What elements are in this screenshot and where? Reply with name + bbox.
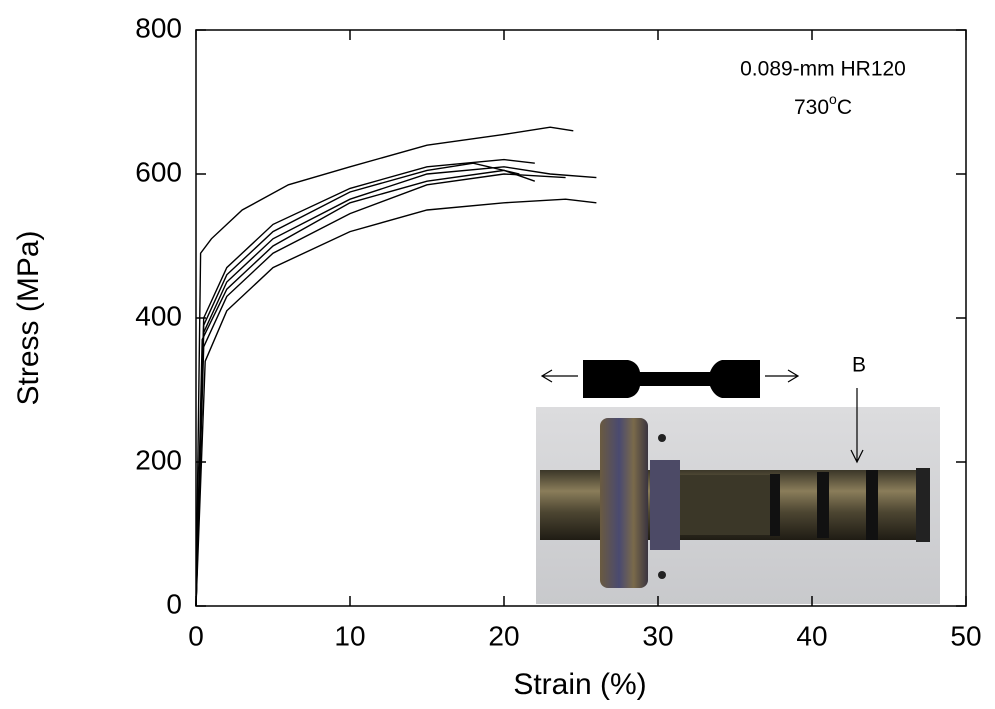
specimen-icon xyxy=(583,360,760,398)
annotation: 730oC xyxy=(794,91,852,119)
x-tick-label: 30 xyxy=(642,620,673,651)
x-tick-label: 40 xyxy=(796,620,827,651)
stress-strain-curve xyxy=(195,169,536,607)
x-tick-label: 0 xyxy=(188,620,204,651)
inset-label: B xyxy=(852,354,866,377)
arrows xyxy=(540,369,864,464)
x-tick-label: 50 xyxy=(950,620,981,651)
annotation-part: o xyxy=(829,91,837,107)
x-axis-label: Strain (%) xyxy=(513,668,646,701)
stress-strain-curve xyxy=(195,158,535,607)
stress-strain-curve xyxy=(195,173,566,607)
annotation-part: C xyxy=(837,96,852,119)
annotation: 0.089-mm HR120 xyxy=(740,58,906,81)
stress-strain-curve xyxy=(195,162,520,607)
annotation-part: 730 xyxy=(794,96,829,119)
y-tick-label: 800 xyxy=(135,12,182,43)
x-tick-label: 10 xyxy=(334,620,365,651)
stress-strain-curve xyxy=(195,166,597,607)
y-tick-label: 0 xyxy=(166,588,182,619)
inset-photo xyxy=(536,407,940,604)
y-tick-label: 200 xyxy=(135,444,182,475)
y-tick-label: 600 xyxy=(135,156,182,187)
y-tick-label: 400 xyxy=(135,300,182,331)
x-tick-label: 20 xyxy=(488,620,519,651)
stress-strain-curve xyxy=(195,126,574,607)
stress-strain-curve xyxy=(195,198,597,607)
y-axis-label: Stress (MPa) xyxy=(12,230,45,405)
